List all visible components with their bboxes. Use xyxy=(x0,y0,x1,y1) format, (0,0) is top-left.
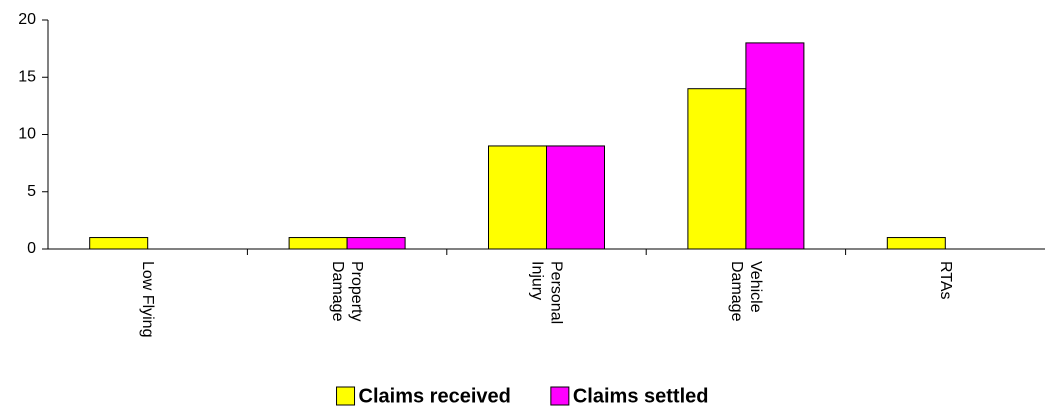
y-tick-label: 10 xyxy=(18,126,36,143)
bar xyxy=(89,237,149,250)
y-tick-label: 20 xyxy=(18,11,36,28)
x-tick-label: Vehicle Damage xyxy=(727,261,764,322)
bar xyxy=(488,145,547,250)
bar xyxy=(745,42,805,250)
bar xyxy=(546,145,605,250)
x-tick-label: Low Flying xyxy=(139,261,157,338)
bar xyxy=(886,237,946,250)
y-tick-label: 0 xyxy=(27,240,36,257)
legend-swatch xyxy=(336,386,356,406)
x-tick-label: Property Damage xyxy=(329,261,366,322)
bar xyxy=(288,237,348,250)
legend-label: Claims settled xyxy=(573,385,709,407)
legend-swatch xyxy=(550,386,570,406)
bar xyxy=(346,237,406,250)
y-tick-label: 5 xyxy=(27,183,36,200)
x-tick-label: RTAs xyxy=(936,261,954,300)
legend-label: Claims received xyxy=(359,385,511,407)
bar xyxy=(687,88,747,250)
x-tick-label: Personal Injury xyxy=(528,261,565,325)
y-tick-label: 15 xyxy=(18,68,36,85)
